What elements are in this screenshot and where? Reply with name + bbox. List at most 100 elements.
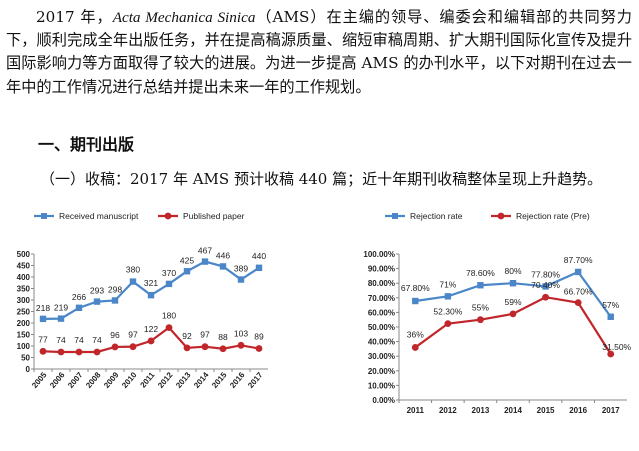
data-label: 122 xyxy=(144,324,158,334)
x-tick-label: 2005 xyxy=(30,370,49,390)
x-tick-label: 2013 xyxy=(174,370,193,390)
x-tick-label: 2012 xyxy=(439,406,457,415)
y-tick-label: 20.00% xyxy=(368,367,395,376)
data-point xyxy=(509,280,517,287)
intro-body: （AMS）在主编的领导、编委会和编辑部的共同努力下，顺利完成全年出版任务，并在提… xyxy=(6,8,632,96)
x-tick-label: 2011 xyxy=(138,370,156,390)
data-label: 74 xyxy=(74,335,84,345)
x-tick-label: 2015 xyxy=(537,406,555,415)
data-label: 89 xyxy=(254,332,264,342)
data-label: 380 xyxy=(126,265,140,275)
data-point xyxy=(183,268,191,275)
data-point xyxy=(477,282,484,289)
data-label: 55% xyxy=(472,303,489,313)
data-label: 370 xyxy=(162,268,176,278)
data-point xyxy=(75,348,83,356)
data-point xyxy=(39,315,47,323)
x-tick-label: 2007 xyxy=(66,370,85,390)
intro-year: 2017 年， xyxy=(36,8,113,26)
legend-marker xyxy=(392,213,398,219)
data-label: 36% xyxy=(407,329,424,339)
x-tick-label: 2014 xyxy=(192,370,211,390)
data-point xyxy=(201,343,209,351)
data-label: 97 xyxy=(200,330,210,340)
data-label: 180 xyxy=(162,311,176,321)
data-point xyxy=(255,264,263,271)
x-tick-label: 2016 xyxy=(569,406,587,415)
y-tick-label: 350 xyxy=(17,285,31,294)
data-point xyxy=(542,293,549,301)
y-tick-label: 40.00% xyxy=(368,338,395,347)
data-point xyxy=(39,347,47,355)
x-tick-label: 2006 xyxy=(48,370,67,390)
data-point xyxy=(255,345,263,352)
data-label: 80% xyxy=(504,266,521,276)
data-label: 71% xyxy=(439,279,456,289)
data-point xyxy=(57,348,65,356)
data-label: 467 xyxy=(198,246,212,256)
data-point xyxy=(237,341,245,349)
legend-label: Published paper xyxy=(183,211,245,221)
data-label: 321 xyxy=(144,278,158,288)
x-tick-label: 2008 xyxy=(84,370,103,390)
x-tick-label: 2010 xyxy=(120,370,139,390)
data-point xyxy=(411,344,419,351)
data-label: 57% xyxy=(602,300,619,310)
x-tick-label: 2014 xyxy=(504,406,522,415)
x-tick-label: 2016 xyxy=(228,370,247,390)
legend-label: Received manuscript xyxy=(59,211,139,221)
rejection-rate-chart: 0.00% 10.00% 20.00% 30.00% 40.00% 50.00% 60.00… xyxy=(363,211,631,415)
subsection-text: （一）收稿：2017 年 AMS 预计收稿 440 篇；近十年期刊收稿整体呈现上… xyxy=(40,170,603,188)
data-point xyxy=(607,313,614,320)
series-line xyxy=(42,260,260,320)
data-point xyxy=(75,304,83,312)
data-label: 96 xyxy=(110,330,120,340)
x-tick-label: 2009 xyxy=(102,370,121,390)
data-label: 70.40% xyxy=(531,280,560,290)
data-label: 66.70% xyxy=(564,287,593,297)
y-tick-label: 0 xyxy=(26,365,31,374)
y-tick-label: 80.00% xyxy=(368,279,395,288)
data-label: 92 xyxy=(182,331,192,341)
x-tick-label: 2013 xyxy=(472,406,490,415)
x-tick-label: 2011 xyxy=(407,406,425,415)
data-label: 293 xyxy=(90,286,104,296)
x-tick-label: 2012 xyxy=(156,370,175,390)
data-point xyxy=(57,315,65,322)
y-tick-label: 450 xyxy=(17,262,31,271)
data-point xyxy=(147,291,155,299)
data-label: 298 xyxy=(108,284,122,294)
data-label: 74 xyxy=(92,335,102,345)
y-tick-label: 400 xyxy=(17,273,31,282)
data-point xyxy=(147,337,155,345)
data-point xyxy=(574,268,582,276)
y-tick-label: 100.00% xyxy=(363,250,395,259)
y-tick-label: 30.00% xyxy=(368,352,395,361)
y-tick-label: 100 xyxy=(17,342,31,351)
y-tick-label: 90.00% xyxy=(368,265,395,274)
intro-paragraph: 2017 年，Acta Mechanica Sinica（AMS）在主编的领导、… xyxy=(6,6,632,99)
data-point xyxy=(93,298,101,305)
y-tick-label: 50.00% xyxy=(368,323,395,332)
data-label: 59% xyxy=(504,297,521,307)
data-label: 425 xyxy=(180,255,194,265)
y-tick-label: 150 xyxy=(17,331,31,340)
data-point xyxy=(219,345,227,353)
data-point xyxy=(574,299,582,307)
data-label: 219 xyxy=(54,303,68,313)
data-point xyxy=(444,320,452,328)
data-point xyxy=(219,263,227,270)
data-label: 67.80% xyxy=(401,283,430,293)
journal-name: Acta Mechanica Sinica xyxy=(112,9,256,26)
data-point xyxy=(111,343,119,351)
data-point xyxy=(444,293,452,300)
data-label: 74 xyxy=(56,335,66,345)
data-label: 266 xyxy=(72,292,86,302)
data-point xyxy=(607,350,615,358)
data-point xyxy=(93,348,101,356)
x-tick-label: 2017 xyxy=(246,370,265,390)
data-point xyxy=(165,324,173,331)
data-point xyxy=(509,310,517,318)
data-label: 103 xyxy=(234,328,248,338)
